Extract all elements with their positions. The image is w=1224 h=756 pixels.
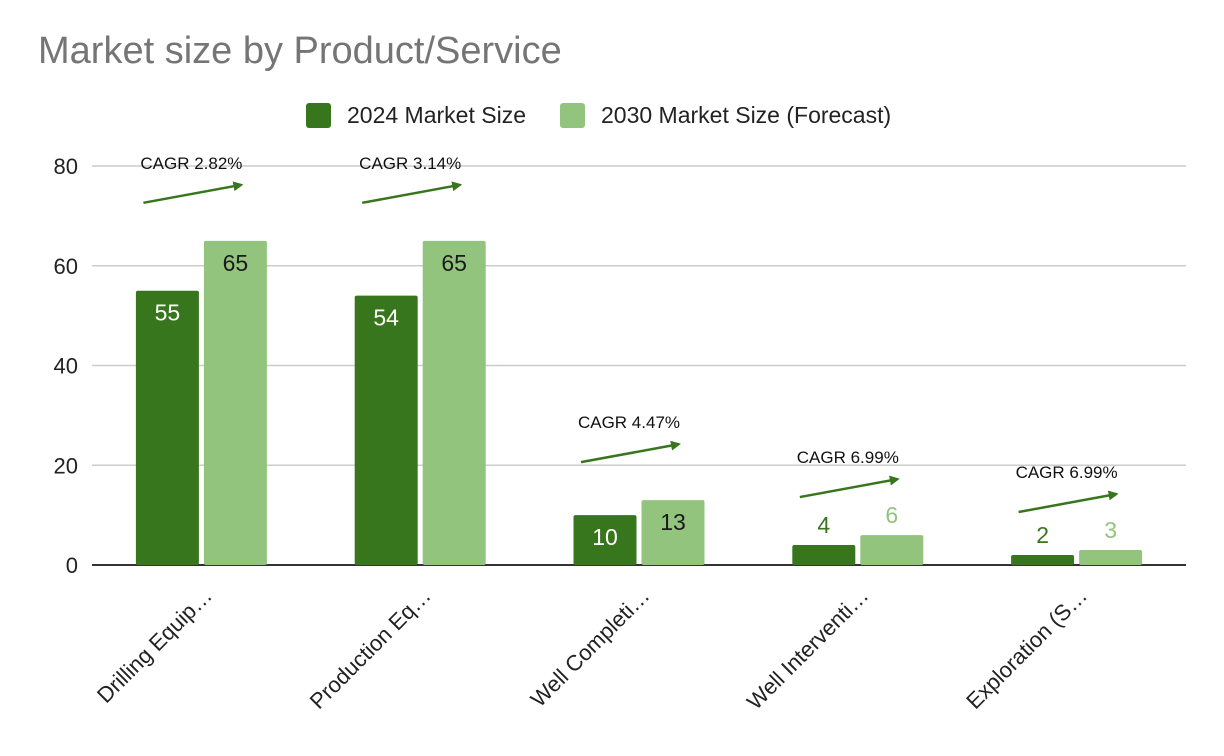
cagr-arrow <box>580 440 681 464</box>
data-label: 13 <box>660 509 686 535</box>
x-tick-label: Exploration (S… <box>961 583 1092 714</box>
x-tick-label: Well Completi… <box>526 583 655 712</box>
data-label: 2 <box>1036 522 1049 548</box>
cagr-arrow <box>143 181 244 205</box>
bar-2030 <box>641 500 705 565</box>
cagr-label: CAGR 2.82% <box>140 154 242 173</box>
y-tick-label: 60 <box>54 254 78 279</box>
cagr-arrow <box>799 475 900 499</box>
legend-label-2024: 2024 Market Size <box>347 101 526 128</box>
data-label: 6 <box>885 502 898 528</box>
data-label: 65 <box>441 250 467 276</box>
chart-title: Market size by Product/Service <box>38 30 562 72</box>
cagr-arrow <box>361 181 463 205</box>
data-label: 10 <box>592 524 618 550</box>
bar-2030 <box>422 240 486 565</box>
data-label: 65 <box>223 250 249 276</box>
legend-swatch-2024 <box>306 102 331 128</box>
bar-2030 <box>203 240 267 565</box>
cagr-arrow <box>1018 490 1119 514</box>
y-tick-label: 80 <box>54 154 78 179</box>
legend-item-2024: 2024 Market Size <box>306 102 526 129</box>
legend-label-2030: 2030 Market Size (Forecast) <box>600 101 892 128</box>
data-label: 54 <box>373 305 399 331</box>
bar-2030 <box>860 535 924 565</box>
cagr-label: CAGR 4.47% <box>578 413 680 432</box>
cagr-label: CAGR 6.99% <box>797 448 899 467</box>
y-tick-label: 0 <box>66 553 78 578</box>
bar-2024 <box>135 290 199 565</box>
bar-2024 <box>354 295 418 565</box>
bar-2024 <box>573 515 637 565</box>
legend: 2024 Market Size 2030 Market Size (Forec… <box>306 100 925 130</box>
bar-2024 <box>792 545 856 565</box>
x-tick-label: Well Interventi… <box>742 583 874 715</box>
y-tick-label: 40 <box>54 354 78 379</box>
cagr-label: CAGR 6.99% <box>1016 463 1118 482</box>
legend-item-2030: 2030 Market Size (Forecast) <box>559 101 892 129</box>
x-tick-label: Production Eq… <box>305 583 436 714</box>
data-label: 3 <box>1104 517 1117 543</box>
legend-swatch-2030 <box>559 102 585 128</box>
bar-2024 <box>1011 555 1075 565</box>
cagr-label: CAGR 3.14% <box>359 154 461 173</box>
data-label: 4 <box>817 512 830 538</box>
data-label: 55 <box>155 300 181 326</box>
x-tick-label: Drilling Equip… <box>92 583 217 708</box>
bar-2030 <box>1079 550 1143 565</box>
y-tick-label: 20 <box>54 453 78 478</box>
